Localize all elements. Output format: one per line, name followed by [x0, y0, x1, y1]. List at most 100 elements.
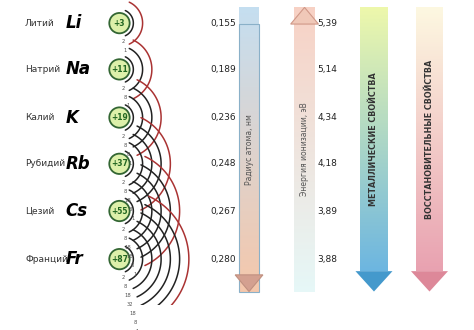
Bar [294, 226, 315, 228]
Bar [416, 148, 443, 150]
Bar [360, 240, 388, 241]
Bar [360, 137, 388, 138]
Bar [239, 254, 259, 256]
Bar [239, 142, 259, 144]
Text: 1: 1 [124, 48, 127, 53]
Bar [294, 238, 315, 239]
Bar [360, 7, 388, 9]
Bar [239, 249, 259, 250]
Bar [360, 73, 388, 75]
Bar [416, 127, 443, 129]
Bar [416, 105, 443, 106]
Bar [294, 228, 315, 229]
Bar [294, 201, 315, 202]
Text: 18: 18 [125, 293, 131, 298]
Bar [239, 248, 259, 249]
Bar [239, 137, 259, 138]
Bar [239, 91, 259, 93]
Bar [360, 76, 388, 77]
Bar [239, 212, 259, 214]
Bar [239, 17, 259, 19]
Bar [294, 270, 315, 272]
Polygon shape [411, 271, 448, 291]
Bar [416, 249, 443, 250]
Bar [416, 222, 443, 224]
Bar [239, 70, 259, 71]
Bar [416, 109, 443, 110]
Bar [239, 215, 259, 216]
Text: 3,89: 3,89 [318, 207, 337, 215]
Bar [416, 175, 443, 176]
Bar [360, 254, 388, 255]
Bar [416, 75, 443, 76]
Text: 5,39: 5,39 [318, 18, 337, 28]
Bar [239, 21, 259, 23]
Bar [294, 83, 315, 84]
Bar [294, 232, 315, 233]
Bar [416, 229, 443, 230]
Bar [294, 137, 315, 138]
Text: 8: 8 [124, 94, 127, 100]
Bar [294, 204, 315, 205]
Text: 3,88: 3,88 [318, 255, 337, 264]
Bar [360, 160, 388, 162]
Bar [416, 258, 443, 259]
Text: 8: 8 [124, 236, 127, 241]
Bar [294, 161, 315, 162]
Bar [239, 131, 259, 132]
Bar [416, 178, 443, 179]
Bar [294, 91, 315, 93]
Bar [239, 204, 259, 205]
Bar [294, 273, 315, 275]
Text: 18: 18 [125, 198, 131, 203]
Text: 2: 2 [121, 134, 125, 139]
Bar [294, 181, 315, 182]
Bar [416, 13, 443, 14]
Bar [416, 205, 443, 207]
Bar [416, 30, 443, 31]
Bar [416, 112, 443, 113]
Bar [294, 12, 315, 13]
Bar [239, 100, 259, 101]
Bar [416, 138, 443, 139]
Bar [360, 178, 388, 179]
Bar [239, 262, 259, 263]
Bar [360, 246, 388, 248]
Text: 4,34: 4,34 [318, 113, 337, 122]
Bar [239, 171, 259, 172]
Bar [416, 182, 443, 183]
Bar [239, 33, 259, 34]
Bar [416, 134, 443, 135]
Bar [360, 22, 388, 23]
Bar [360, 234, 388, 236]
Bar [239, 13, 259, 15]
Bar [416, 152, 443, 154]
Bar [239, 283, 259, 284]
Bar [360, 97, 388, 98]
Bar [239, 290, 259, 291]
Bar [416, 36, 443, 38]
Bar [360, 180, 388, 182]
Bar [416, 96, 443, 97]
Bar [416, 155, 443, 156]
Bar [294, 128, 315, 130]
Bar [294, 53, 315, 54]
Bar [360, 101, 388, 102]
Text: 2: 2 [121, 180, 125, 185]
Bar [416, 79, 443, 80]
Bar [360, 166, 388, 167]
Bar [360, 158, 388, 159]
Bar [416, 98, 443, 100]
Bar [294, 253, 315, 254]
Text: 1: 1 [126, 104, 129, 109]
Bar [360, 123, 388, 125]
Bar [416, 209, 443, 211]
Bar [360, 34, 388, 35]
Text: 1: 1 [131, 216, 134, 221]
Bar [416, 233, 443, 234]
Bar [239, 189, 259, 191]
Bar [360, 182, 388, 183]
Bar [294, 138, 315, 140]
Bar [360, 162, 388, 163]
Bar [360, 196, 388, 197]
